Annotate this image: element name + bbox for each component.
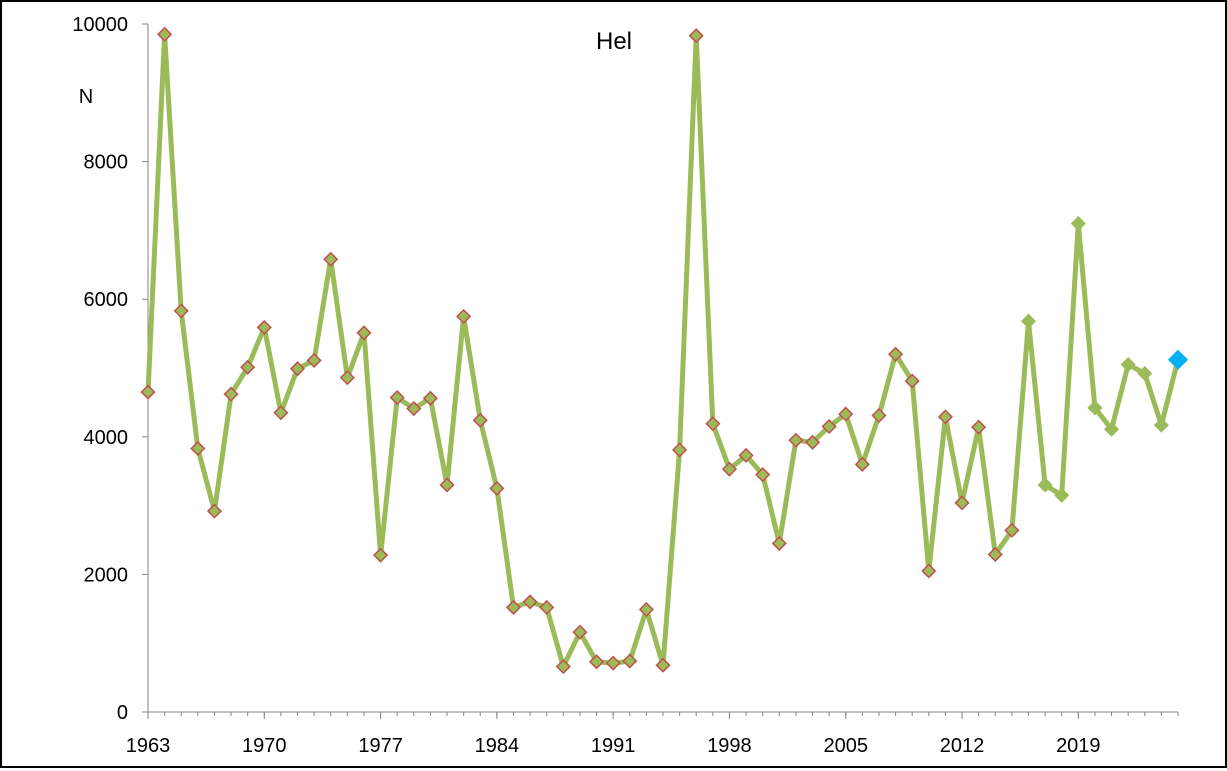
data-point bbox=[522, 594, 538, 610]
x-tick-label: 1977 bbox=[358, 735, 403, 757]
data-point bbox=[256, 319, 272, 335]
data-point bbox=[921, 563, 937, 579]
data-point bbox=[771, 535, 787, 552]
data-point bbox=[339, 370, 355, 386]
data-point bbox=[206, 503, 223, 519]
data-point bbox=[306, 352, 322, 368]
y-tick-label: 6000 bbox=[84, 289, 129, 311]
data-point bbox=[422, 390, 438, 406]
y-tick-label: 4000 bbox=[84, 427, 129, 449]
chart-title: Hel bbox=[596, 28, 632, 55]
data-point bbox=[572, 624, 588, 640]
data-point bbox=[1153, 417, 1169, 433]
data-point bbox=[705, 416, 721, 432]
x-tick-label: 1984 bbox=[475, 735, 520, 757]
data-point bbox=[688, 28, 704, 44]
data-point bbox=[489, 480, 505, 496]
data-point bbox=[755, 467, 771, 483]
data-point bbox=[190, 440, 206, 457]
x-tick-label: 2012 bbox=[940, 735, 985, 757]
data-point bbox=[472, 412, 488, 428]
x-tick-label: 1970 bbox=[242, 735, 287, 757]
x-tick-label: 1963 bbox=[126, 735, 171, 757]
data-point bbox=[738, 447, 754, 463]
data-point bbox=[1020, 313, 1037, 329]
y-tick-label: 0 bbox=[117, 702, 128, 724]
data-series bbox=[140, 26, 1189, 675]
data-point bbox=[622, 653, 638, 669]
y-tick-label: 10000 bbox=[72, 14, 128, 36]
data-point bbox=[456, 308, 472, 324]
data-point bbox=[871, 407, 887, 424]
data-point bbox=[373, 547, 389, 563]
tick-labels: 0 2000 4000 6000 8000 10000 1963 1970 1977 1984 19… bbox=[72, 14, 1100, 757]
series-line bbox=[145, 31, 1181, 670]
data-point bbox=[273, 405, 289, 421]
data-point bbox=[937, 409, 953, 425]
data-point bbox=[1137, 365, 1153, 382]
data-point bbox=[638, 601, 654, 618]
data-point bbox=[605, 655, 621, 671]
data-point bbox=[1054, 487, 1070, 503]
x-tick-label: 1998 bbox=[707, 735, 752, 757]
data-point bbox=[987, 546, 1003, 563]
data-point bbox=[1070, 215, 1086, 232]
data-point bbox=[971, 419, 987, 435]
data-point bbox=[140, 384, 156, 400]
data-point bbox=[721, 461, 738, 477]
data-point bbox=[655, 657, 671, 673]
data-point bbox=[173, 303, 189, 319]
data-point bbox=[821, 418, 837, 435]
data-point bbox=[539, 599, 555, 615]
x-tick-label: 1991 bbox=[591, 735, 636, 757]
data-point bbox=[289, 361, 306, 377]
y-tick-label: 8000 bbox=[84, 152, 129, 174]
data-point bbox=[788, 432, 804, 448]
data-point bbox=[854, 456, 870, 472]
data-point bbox=[406, 401, 422, 417]
data-point-latest bbox=[1167, 349, 1189, 370]
data-point bbox=[588, 654, 605, 670]
data-point bbox=[804, 434, 821, 450]
data-point bbox=[1103, 421, 1120, 437]
data-point bbox=[1087, 400, 1103, 416]
data-point bbox=[1037, 477, 1053, 493]
data-point bbox=[1120, 356, 1136, 373]
data-point bbox=[672, 442, 688, 458]
data-point bbox=[157, 26, 173, 42]
data-point bbox=[223, 386, 239, 402]
data-point bbox=[1004, 522, 1020, 538]
data-point bbox=[888, 346, 904, 362]
data-point bbox=[389, 390, 405, 406]
data-point bbox=[505, 599, 522, 615]
data-point bbox=[439, 477, 455, 493]
data-point bbox=[356, 325, 372, 341]
x-tick-label: 2005 bbox=[823, 735, 868, 757]
data-point bbox=[240, 359, 256, 375]
data-point bbox=[555, 659, 571, 675]
x-tick-label: 2019 bbox=[1056, 735, 1101, 757]
y-axis-label: N bbox=[79, 86, 93, 108]
data-point bbox=[323, 251, 339, 267]
data-point bbox=[904, 373, 920, 389]
data-point bbox=[838, 406, 854, 422]
y-tick-label: 2000 bbox=[84, 564, 129, 586]
data-point bbox=[954, 495, 970, 511]
